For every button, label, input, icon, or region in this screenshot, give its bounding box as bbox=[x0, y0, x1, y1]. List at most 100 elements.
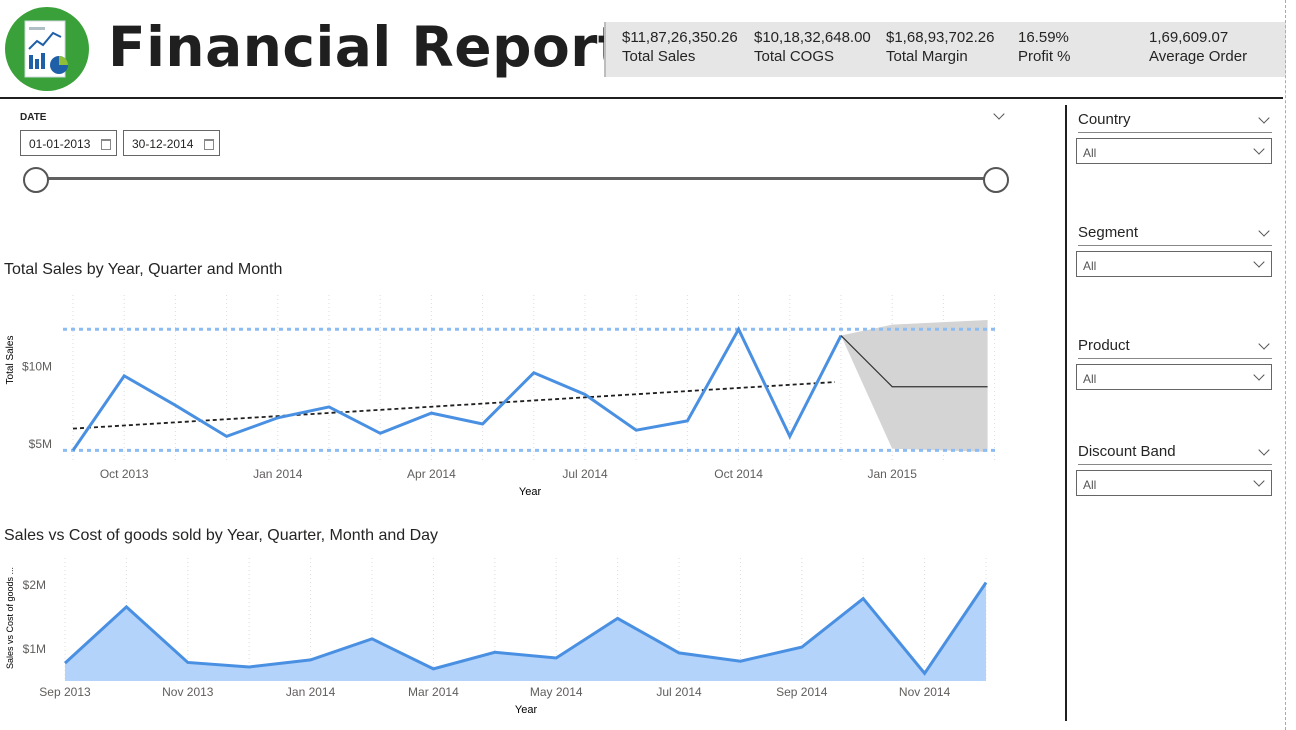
date-range-end-handle[interactable] bbox=[983, 167, 1009, 193]
canvas-border bbox=[1285, 0, 1286, 730]
slicer-discount-band-dropdown[interactable]: All bbox=[1076, 470, 1272, 496]
kpi-value: $11,87,26,350.26 bbox=[622, 29, 738, 46]
forecast-band bbox=[841, 320, 988, 452]
date-range-start-handle[interactable] bbox=[23, 167, 49, 193]
slicer-country-label: Country bbox=[1078, 111, 1131, 128]
x-tick-label: Jul 2014 bbox=[656, 685, 702, 699]
x-tick-labels: Oct 2013 Jan 2014 Apr 2014 Jul 2014 Oct 2014… bbox=[100, 467, 917, 481]
slicer-segment-value: All bbox=[1083, 259, 1097, 273]
reference-lines bbox=[63, 327, 998, 452]
kpi-average-order: 1,69,609.07 Average Order bbox=[1149, 29, 1247, 67]
trend-line-path bbox=[72, 381, 836, 430]
kpi-label: Total Margin bbox=[886, 48, 968, 65]
x-tick-label: May 2014 bbox=[530, 685, 583, 699]
y-tick-label: $10M bbox=[22, 360, 52, 374]
slicer-product-header: Product bbox=[1078, 336, 1272, 359]
kpi-total-cogs: $10,18,32,648.00 Total COGS bbox=[754, 29, 871, 67]
kpi-label: Total Sales bbox=[622, 48, 696, 65]
sales-vs-cogs-area-chart[interactable]: Sep 2013 Nov 2013 Jan 2014 Mar 2014 May 2014… bbox=[0, 556, 1010, 722]
date-start-input[interactable]: 01-01-2013 bbox=[20, 130, 117, 156]
date-start-value: 01-01-2013 bbox=[29, 137, 91, 151]
x-tick-label: Oct 2014 bbox=[714, 467, 763, 481]
slicer-segment-header: Segment bbox=[1078, 223, 1272, 246]
kpi-band: $11,87,26,350.26 Total Sales $10,18,32,6… bbox=[604, 22, 1286, 77]
kpi-total-sales: $11,87,26,350.26 Total Sales bbox=[622, 29, 738, 67]
y-tick-labels: $5M $10M bbox=[22, 360, 52, 452]
trend-line bbox=[72, 381, 836, 430]
date-end-value: 30-12-2014 bbox=[132, 137, 194, 151]
y-tick-labels: $1M $2M bbox=[23, 578, 46, 656]
kpi-value: $10,18,32,648.00 bbox=[754, 29, 871, 46]
kpi-label: Profit % bbox=[1018, 48, 1071, 65]
x-tick-label: Apr 2014 bbox=[407, 467, 456, 481]
date-end-input[interactable]: 30-12-2014 bbox=[123, 130, 220, 156]
date-range-slider-track[interactable] bbox=[36, 177, 996, 180]
x-tick-label: Sep 2014 bbox=[776, 685, 828, 699]
total-sales-line-chart[interactable]: Oct 2013 Jan 2014 Apr 2014 Jul 2014 Oct 2014… bbox=[0, 290, 1010, 505]
chart-grid bbox=[64, 558, 987, 681]
slicer-product-dropdown[interactable]: All bbox=[1076, 364, 1272, 390]
sales-vs-cogs-chart-title: Sales vs Cost of goods sold by Year, Qua… bbox=[4, 527, 439, 544]
y-axis-label: Sales vs Cost of goods ... bbox=[5, 567, 15, 669]
x-axis-label: Year bbox=[515, 704, 538, 716]
series-line bbox=[71, 326, 843, 452]
slicer-discount-band-header: Discount Band bbox=[1078, 442, 1272, 465]
kpi-profit-pct: 16.59% Profit % bbox=[1018, 29, 1071, 67]
kpi-label: Total COGS bbox=[754, 48, 835, 65]
forecast-line bbox=[840, 335, 988, 388]
header-divider bbox=[0, 97, 1283, 99]
series-area bbox=[65, 582, 986, 681]
slicer-segment-dropdown[interactable]: All bbox=[1076, 251, 1272, 277]
chevron-down-icon[interactable] bbox=[1253, 475, 1265, 487]
calendar-icon[interactable] bbox=[101, 139, 111, 150]
x-tick-label: Nov 2014 bbox=[899, 685, 951, 699]
chevron-down-icon[interactable] bbox=[993, 108, 1005, 120]
sales-area-fill bbox=[65, 582, 986, 681]
sales-chart-title: Total Sales by Year, Quarter and Month bbox=[4, 261, 283, 278]
chevron-down-icon[interactable] bbox=[1258, 112, 1270, 124]
y-tick-label: $5M bbox=[29, 437, 52, 451]
slicer-country-dropdown[interactable]: All bbox=[1076, 138, 1272, 164]
slicer-discount-band-value: All bbox=[1083, 478, 1097, 492]
forecast-confidence-band bbox=[841, 320, 988, 452]
x-tick-label: Jul 2014 bbox=[562, 467, 608, 481]
forecast-line-path bbox=[840, 335, 988, 388]
page-title: Financial Report bbox=[108, 15, 625, 79]
slicer-product-label: Product bbox=[1078, 337, 1130, 354]
chevron-down-icon[interactable] bbox=[1253, 143, 1265, 155]
kpi-label: Average Order bbox=[1149, 48, 1248, 65]
x-tick-label: Nov 2013 bbox=[162, 685, 214, 699]
slicer-segment-label: Segment bbox=[1078, 224, 1139, 241]
financial-report-logo-icon bbox=[5, 7, 89, 91]
slicer-discount-band-label: Discount Band bbox=[1078, 443, 1176, 460]
y-tick-label: $2M bbox=[23, 578, 46, 592]
total-sales-line bbox=[71, 326, 843, 452]
chevron-down-icon[interactable] bbox=[1253, 256, 1265, 268]
x-tick-labels: Sep 2013 Nov 2013 Jan 2014 Mar 2014 May 2014… bbox=[39, 685, 950, 699]
x-tick-label: Jan 2014 bbox=[286, 685, 336, 699]
x-tick-label: Mar 2014 bbox=[408, 685, 459, 699]
date-slicer-label: DATE bbox=[20, 112, 47, 123]
kpi-value: 1,69,609.07 bbox=[1149, 29, 1229, 46]
series-line bbox=[63, 581, 988, 676]
x-tick-label: Jan 2014 bbox=[253, 467, 303, 481]
slicer-country-value: All bbox=[1083, 146, 1097, 160]
kpi-total-margin: $1,68,93,702.26 Total Margin bbox=[886, 29, 994, 67]
slicer-country-header: Country bbox=[1078, 110, 1272, 133]
chart-grid bbox=[72, 295, 996, 460]
x-tick-label: Sep 2013 bbox=[39, 685, 91, 699]
x-tick-label: Jan 2015 bbox=[868, 467, 918, 481]
sidebar-divider bbox=[1065, 105, 1067, 721]
y-tick-label: $1M bbox=[23, 642, 46, 656]
sales-area-line bbox=[63, 581, 988, 676]
chevron-down-icon[interactable] bbox=[1258, 444, 1270, 456]
chevron-down-icon[interactable] bbox=[1258, 225, 1270, 237]
chevron-down-icon[interactable] bbox=[1258, 338, 1270, 350]
x-tick-label: Oct 2013 bbox=[100, 467, 149, 481]
calendar-icon[interactable] bbox=[204, 139, 214, 150]
y-axis-label: Total Sales bbox=[5, 336, 16, 385]
kpi-value: $1,68,93,702.26 bbox=[886, 29, 995, 46]
x-axis-label: Year bbox=[519, 486, 542, 498]
chevron-down-icon[interactable] bbox=[1253, 369, 1265, 381]
kpi-value: 16.59% bbox=[1018, 29, 1069, 46]
